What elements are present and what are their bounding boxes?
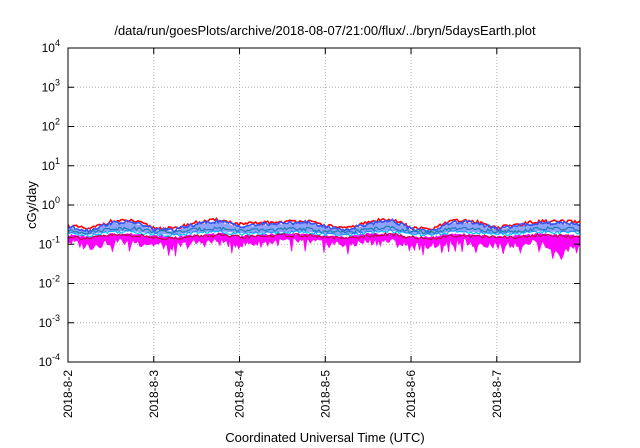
- y-tick-label: 102: [42, 117, 60, 134]
- x-axis-label: Coordinated Universal Time (UTC): [225, 430, 424, 445]
- series-line-5: [67, 231, 581, 241]
- y-axis: 10-4 10-3 10-2 10-1 100 101 102 103 104: [39, 38, 580, 369]
- x-tick-label: 2018-8-5: [318, 370, 332, 418]
- x-tick-label: 2018-8-6: [404, 370, 418, 418]
- grid: [68, 48, 580, 362]
- x-tick-label: 2018-8-4: [233, 370, 247, 418]
- y-tick-label: 104: [42, 38, 60, 55]
- chart-title: /data/run/goesPlots/archive/2018-08-07/2…: [114, 23, 536, 38]
- y-tick-label: 103: [42, 77, 60, 94]
- y-tick-label: 10-2: [39, 274, 60, 291]
- y-tick-label: 10-1: [39, 234, 60, 251]
- y-tick-label: 100: [42, 195, 60, 212]
- y-tick-label: 101: [42, 156, 60, 173]
- plot-area: [67, 217, 581, 261]
- y-axis-label: cGy/day: [24, 181, 39, 229]
- y-tick-label: 10-3: [39, 313, 60, 330]
- x-tick-label: 2018-8-2: [61, 370, 75, 418]
- series-fill: [68, 220, 580, 235]
- x-tick-label: 2018-8-7: [490, 370, 504, 418]
- x-tick-label: 2018-8-3: [147, 370, 161, 418]
- x-axis: 2018-8-2 2018-8-3 2018-8-4 2018-8-5 2018-8-6…: [61, 48, 504, 418]
- y-tick-label: 10-4: [39, 352, 60, 369]
